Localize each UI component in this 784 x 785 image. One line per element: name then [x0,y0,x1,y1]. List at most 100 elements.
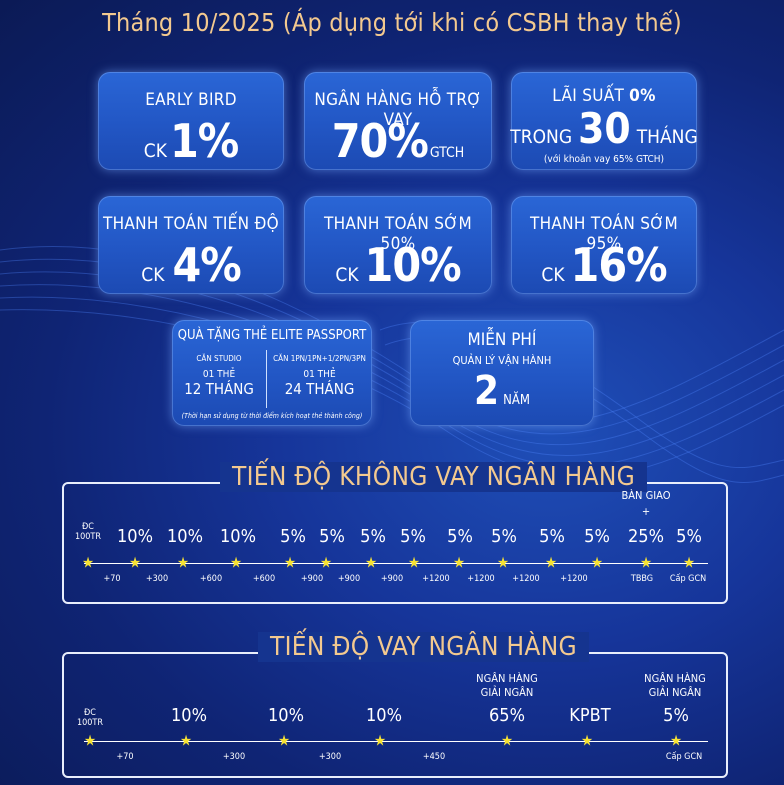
gift-card: QUÀ TẶNG THẺ ELITE PASSPORT CĂN STUDIO 0… [172,320,372,426]
timeline-step-percent: 25% [628,526,664,547]
deposit-label-line1: ĐC [84,708,96,718]
offer-label: THANH TOÁN TIẾN ĐỘ [102,214,280,234]
offer-prefix: CK [541,264,565,286]
handover-plus: + [641,505,651,518]
gift-col-term: 24 THÁNG [284,380,355,398]
timeline-day-label: TBBG [630,574,654,584]
timeline-star-icon: ★ [407,553,421,572]
timeline-step-percent: 10% [117,526,153,547]
timeline-star-icon: ★ [319,553,333,572]
timeline-step-percent: KPBT [569,705,611,726]
offer-prefix: CK [143,140,167,162]
offer-label-rate: 0% [629,86,656,106]
schedule-loan-title: TIẾN ĐỘ VAY NGÂN HÀNG [258,632,589,662]
gift-col-studio: CĂN STUDIO 01 THẺ 12 THÁNG [172,354,266,398]
timeline-star-icon: ★ [277,731,291,750]
deposit-label: ĐC 100TR [77,708,103,728]
timeline-day-label: +600 [252,574,276,584]
bank-label-line1: NGÂN HÀNG [476,672,538,685]
offer-label: NGÂN HÀNG HỖ TRỢ VAY [314,90,482,130]
timeline-day-label: +1200 [512,574,540,584]
offer-card-progress: THANH TOÁN TIẾN ĐỘ CK 4% [98,196,284,294]
offer-label: LÃI SUẤT [552,86,625,106]
gift-divider [266,350,267,408]
timeline-day-label: +1200 [467,574,495,584]
free-value: 2 [474,368,500,414]
timeline-star-icon: ★ [83,731,97,750]
offer-value: 4% [172,238,241,292]
timeline-day-label: +300 [318,752,342,762]
timeline-step-percent: 5% [539,526,565,547]
offer-value: 30 [578,104,631,153]
offer-prefix: CK [335,264,359,286]
free-subtitle: QUẢN LÝ VẬN HÀNH [452,354,552,367]
timeline-star-icon: ★ [283,553,297,572]
gift-col-head: CĂN STUDIO [196,354,242,363]
timeline-day-label: +900 [337,574,361,584]
page-title: Tháng 10/2025 (Áp dụng tới khi có CSBH t… [102,8,682,37]
timeline-step-percent: 5% [280,526,306,547]
timeline-step-percent: 5% [584,526,610,547]
timeline-step-percent: 5% [447,526,473,547]
timeline-star-icon: ★ [669,731,683,750]
timeline-day-label: +70 [103,574,121,584]
schedule-no-loan-title: TIẾN ĐỘ KHÔNG VAY NGÂN HÀNG [220,462,648,492]
bank-label-line1: NGÂN HÀNG [644,672,706,685]
offer-card-interest: LÃI SUẤT 0% TRONG 30 THÁNG (với khoản va… [510,72,698,170]
timeline-step-percent: 5% [360,526,386,547]
offer-prefix: CK [141,264,165,286]
gift-title: QUÀ TẶNG THẺ ELITE PASSPORT [177,328,367,343]
timeline-day-label: +1200 [422,574,450,584]
timeline-step-percent: 10% [171,705,207,726]
offer-suffix: GTCH [429,145,465,161]
free-unit: NĂM [503,393,530,408]
timeline-star-icon: ★ [81,553,95,572]
timeline-day-label: Cấp GCN [669,574,707,584]
timeline-step-percent: 10% [220,526,256,547]
deposit-label: ĐC 100TR [75,522,101,542]
timeline-star-icon: ★ [176,553,190,572]
gift-col-apartment: CĂN 1PN/1PN+1/2PN/3PN 01 THẺ 24 THÁNG [267,354,372,398]
timeline-day-label: +600 [199,574,223,584]
free-card: MIỄN PHÍ QUẢN LÝ VẬN HÀNH 2 NĂM [410,320,594,426]
timeline-star-icon: ★ [639,553,653,572]
timeline-star-icon: ★ [229,553,243,572]
timeline-star-icon: ★ [590,553,604,572]
timeline-step-percent: 10% [366,705,402,726]
timeline-step-percent: 10% [167,526,203,547]
deposit-label-line1: ĐC [82,522,94,532]
bank-label-line2: GIẢI NGÂN [648,686,702,699]
offer-suffix: THÁNG [636,126,698,148]
gift-col-qty: 01 THẺ [202,369,236,380]
timeline-star-icon: ★ [364,553,378,572]
bank-label-line2: GIẢI NGÂN [480,686,534,699]
timeline-day-label: +70 [116,752,134,762]
offer-label: THANH TOÁN SỚM 95% [529,214,678,254]
timeline-day-label: +900 [380,574,404,584]
timeline-loan [84,741,708,742]
timeline-star-icon: ★ [452,553,466,572]
timeline-star-icon: ★ [580,731,594,750]
offer-value: 10% [364,238,462,292]
timeline-day-label: +900 [300,574,324,584]
offer-card-early-50: THANH TOÁN SỚM 50% CK 10% [304,196,492,294]
offer-value: 70% [331,114,429,168]
offer-value: 1% [169,114,239,168]
offer-prefix: TRONG [510,126,573,148]
timeline-star-icon: ★ [500,731,514,750]
offer-card-bank-loan: NGÂN HÀNG HỖ TRỢ VAY 70% GTCH [304,72,492,170]
deposit-label-line2: 100TR [76,718,104,728]
gift-col-term: 12 THÁNG [184,380,254,398]
timeline-step-percent: 5% [663,705,689,726]
timeline-star-icon: ★ [373,731,387,750]
free-title: MIỄN PHÍ [467,330,537,350]
gift-col-qty: 01 THẺ [303,369,336,380]
offer-value: 16% [570,238,668,292]
timeline-step-percent: 5% [319,526,345,547]
timeline-day-label: +1200 [560,574,588,584]
offer-label: THANH TOÁN SỚM 50% [323,214,472,254]
timeline-star-icon: ★ [128,553,142,572]
offer-label: EARLY BIRD [145,90,237,110]
timeline-step-percent: 65% [489,705,525,726]
timeline-step-percent: 5% [400,526,426,547]
